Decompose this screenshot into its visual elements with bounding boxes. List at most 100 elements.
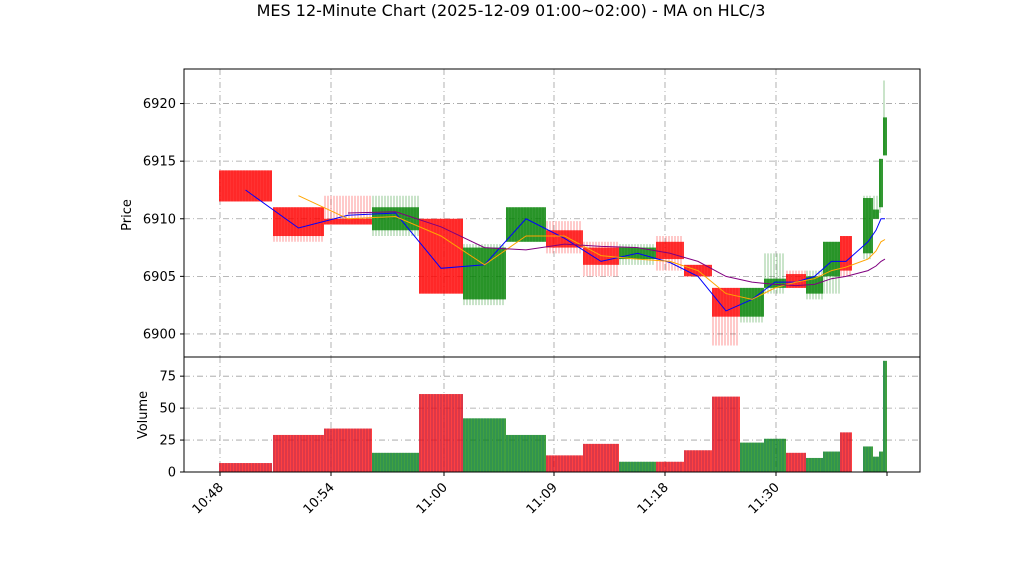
- volume-y-ticks: 0 25 50 75: [159, 370, 184, 481]
- price-tick-label: 6910: [143, 212, 176, 227]
- candles-layer: [219, 80, 887, 346]
- candle-body: [740, 287, 764, 317]
- volume-bar-body: [883, 360, 887, 472]
- x-ticks: 10:48 10:54 11:00 11:09 11:18 11:30: [190, 472, 888, 517]
- candle-11:09: [546, 221, 583, 254]
- volume-bar-body: [546, 455, 583, 472]
- volume-bar-11:27: [740, 442, 764, 472]
- volume-bar-11:03: [463, 418, 506, 472]
- price-y-ticks: 6900 6905 6910 6915 6920: [143, 97, 184, 342]
- volume-bar-body: [372, 452, 419, 472]
- candle-11:37: [879, 158, 883, 213]
- ma-line-0: [245, 189, 885, 312]
- candle-11:18: [656, 236, 684, 271]
- volume-bar-11:00: [419, 394, 463, 472]
- x-tick-label: 11:00: [414, 480, 451, 517]
- volume-bar-11:24: [712, 396, 740, 472]
- price-tick-label: 6905: [143, 270, 176, 285]
- volume-bar-body: [823, 451, 840, 472]
- x-tick-label: 11:09: [524, 480, 561, 517]
- volume-bar-10:57: [372, 452, 419, 472]
- candle-11:36: [863, 195, 873, 260]
- volume-bar-11:37b: [883, 360, 887, 472]
- price-axis-label: Price: [120, 199, 135, 231]
- volume-bar-body: [873, 456, 879, 472]
- volume-bar-body: [219, 463, 272, 472]
- candle-10:57: [372, 195, 419, 237]
- volume-bar-11:09: [546, 455, 583, 472]
- volume-tick-label: 0: [168, 466, 176, 481]
- volume-tick-label: 25: [159, 434, 176, 449]
- candle-body: [712, 287, 740, 317]
- candle-11:36b: [873, 195, 879, 219]
- candle-10:48: [219, 170, 272, 202]
- volume-bar-body: [273, 434, 324, 472]
- volume-tick-label: 75: [159, 370, 176, 385]
- volume-bar-body: [463, 418, 506, 472]
- volume-bar-11:37: [879, 451, 883, 472]
- candle-11:00: [419, 218, 463, 294]
- candle-body: [883, 117, 887, 156]
- volume-bar-11:29: [764, 438, 786, 472]
- volume-bars-layer: [219, 360, 887, 472]
- volume-bar-11:15: [619, 461, 656, 472]
- price-tick-label: 6920: [143, 97, 176, 112]
- candle-body: [840, 236, 852, 271]
- candle-11:03: [463, 244, 506, 306]
- volume-axes-frame: [183, 356, 921, 473]
- volume-bar-body: [806, 457, 823, 472]
- volume-bar-11:33: [806, 457, 823, 472]
- candle-body: [583, 247, 619, 265]
- volume-bar-11:34: [823, 451, 840, 472]
- volume-bar-body: [840, 432, 852, 472]
- price-grid: [184, 69, 920, 357]
- x-tick-label: 11:30: [746, 480, 783, 517]
- volume-bar-body: [712, 396, 740, 472]
- volume-bar-11:12: [583, 443, 619, 472]
- candle-11:29: [764, 253, 786, 294]
- volume-bar-body: [764, 438, 786, 472]
- ma-line-2: [347, 211, 886, 287]
- candle-body: [273, 207, 324, 237]
- candle-11:34: [823, 241, 840, 294]
- volume-bar-body: [656, 461, 684, 472]
- chart-title: MES 12-Minute Chart (2025-12-09 01:00~02…: [257, 1, 766, 20]
- moving-averages-layer: [245, 189, 886, 312]
- volume-bar-body: [583, 443, 619, 472]
- volume-bar-11:18: [656, 461, 684, 472]
- candle-10:51: [273, 207, 324, 242]
- candle-body: [372, 207, 419, 231]
- x-tick-label: 11:18: [635, 480, 672, 517]
- candle-10:54: [324, 195, 372, 225]
- volume-bar-body: [863, 446, 873, 472]
- candle-11:35: [840, 236, 852, 277]
- candle-body: [219, 170, 272, 202]
- volume-bar-11:36: [863, 446, 873, 472]
- volume-bar-body: [879, 451, 883, 472]
- ma-line-1: [298, 195, 886, 300]
- candle-11:24: [712, 287, 740, 346]
- candle-body: [863, 198, 873, 254]
- price-tick-label: 6915: [143, 155, 176, 170]
- candle-11:06: [506, 207, 546, 242]
- volume-bar-10:48: [219, 463, 272, 472]
- volume-bar-10:54: [324, 428, 372, 472]
- volume-bar-11:35: [840, 432, 852, 472]
- volume-bar-body: [619, 461, 656, 472]
- candle-body: [764, 278, 786, 288]
- candle-11:12: [583, 241, 619, 277]
- volume-bar-11:06: [506, 434, 546, 472]
- volume-bar-11:36b: [873, 456, 879, 472]
- x-tick-label: 10:54: [301, 480, 338, 517]
- volume-tick-label: 50: [159, 402, 176, 417]
- x-tick-label: 10:48: [190, 480, 227, 517]
- candle-body: [873, 209, 879, 219]
- candle-body: [324, 218, 372, 225]
- volume-bar-11:21: [684, 450, 712, 472]
- volume-bar-10:51: [273, 434, 324, 472]
- volume-bar-11:31: [786, 452, 806, 472]
- candle-body: [879, 158, 883, 208]
- candle-11:37b: [883, 80, 887, 156]
- price-tick-label: 6900: [143, 327, 176, 342]
